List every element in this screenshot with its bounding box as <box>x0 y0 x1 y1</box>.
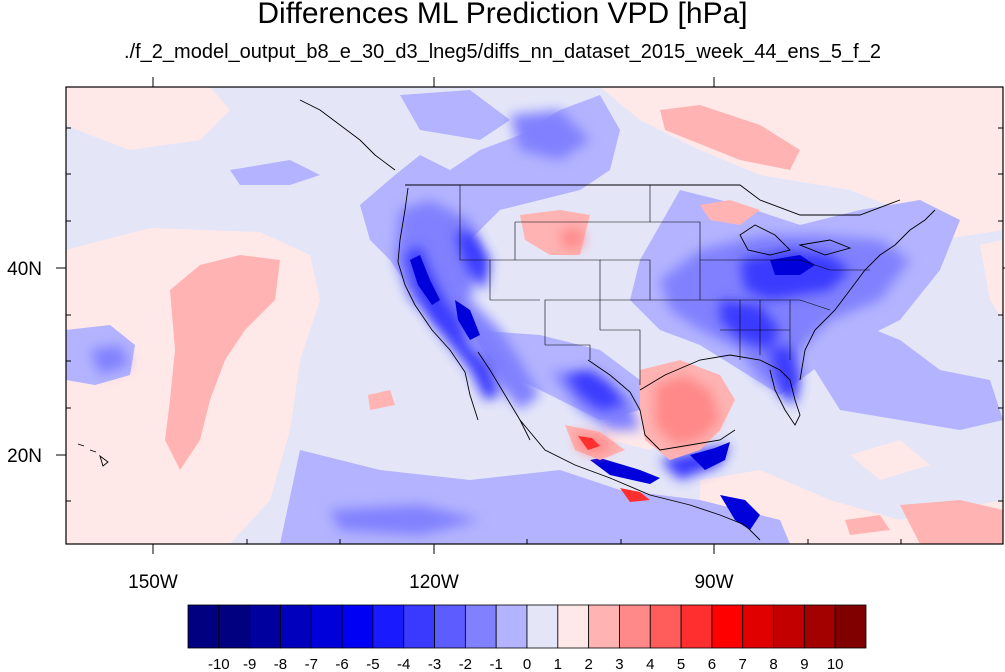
colorbar-label: 7 <box>739 656 747 672</box>
colorbar-box <box>680 604 713 649</box>
colorbar-label: 5 <box>677 656 685 672</box>
colorbar-label: -2 <box>459 656 472 672</box>
coastlines <box>77 99 936 541</box>
field-negative-deep <box>410 255 815 530</box>
colorbar-box <box>649 604 682 649</box>
colorbar-label: 4 <box>646 656 654 672</box>
colorbar-box <box>341 604 374 649</box>
colorbar-label: -1 <box>490 656 503 672</box>
colorbar-label: 1 <box>554 656 562 672</box>
colorbar: -10 -9 -8 -7 -6 -5 -4 -3 -2 -1 0 1 2 3 4 5 6 7 8 9 10 <box>187 604 867 672</box>
colorbar-box <box>557 604 590 649</box>
colorbar-label: 9 <box>800 656 808 672</box>
colorbar-box <box>310 604 343 649</box>
lat-label-40n: 40N <box>7 259 42 280</box>
colorbar-box <box>803 604 836 649</box>
colorbar-label: 10 <box>827 656 844 672</box>
colorbar-label: -3 <box>428 656 441 672</box>
state-borders <box>459 185 870 385</box>
colorbar-box <box>403 604 435 649</box>
colorbar-box <box>434 604 466 649</box>
lon-label-120w: 120W <box>409 572 459 593</box>
colorbar-label: 6 <box>708 656 716 672</box>
colorbar-box <box>495 604 528 649</box>
axis-ticks <box>56 77 1005 554</box>
colorbar-box <box>464 604 497 649</box>
colorbar-label: -8 <box>274 656 287 672</box>
colorbar-box <box>218 604 251 649</box>
colorbar-label: -5 <box>366 656 379 672</box>
colorbar-box <box>249 604 281 649</box>
lon-label-150w: 150W <box>128 572 178 593</box>
map-field <box>66 87 1003 544</box>
colorbar-label: 3 <box>615 656 623 672</box>
colorbar-label: 0 <box>523 656 531 672</box>
field-positive-deep <box>578 436 650 502</box>
colorbar-label: 2 <box>584 656 592 672</box>
colorbar-box <box>619 604 651 649</box>
colorbar-label: -4 <box>397 656 410 672</box>
lat-label-20n: 20N <box>7 446 42 467</box>
colorbar-box <box>526 604 559 649</box>
colorbar-box <box>280 604 312 649</box>
colorbar-label: -10 <box>208 656 230 672</box>
map-title: Differences ML Prediction VPD [hPa] <box>257 0 748 30</box>
colorbar-label: 8 <box>769 656 777 672</box>
colorbar-box <box>742 604 774 649</box>
colorbar-box <box>372 604 405 649</box>
lon-label-90w: 90W <box>694 572 733 593</box>
colorbar-box <box>834 604 867 649</box>
colorbar-label: -6 <box>335 656 348 672</box>
colorbar-label: -9 <box>243 656 256 672</box>
colorbar-box <box>588 604 620 649</box>
colorbar-box <box>773 604 805 649</box>
colorbar-label: -7 <box>305 656 318 672</box>
colorbar-box <box>187 604 220 649</box>
map-subtitle: ./f_2_model_output_b8_e_30_d3_lneg5/diff… <box>124 41 881 63</box>
colorbar-box <box>711 604 744 649</box>
